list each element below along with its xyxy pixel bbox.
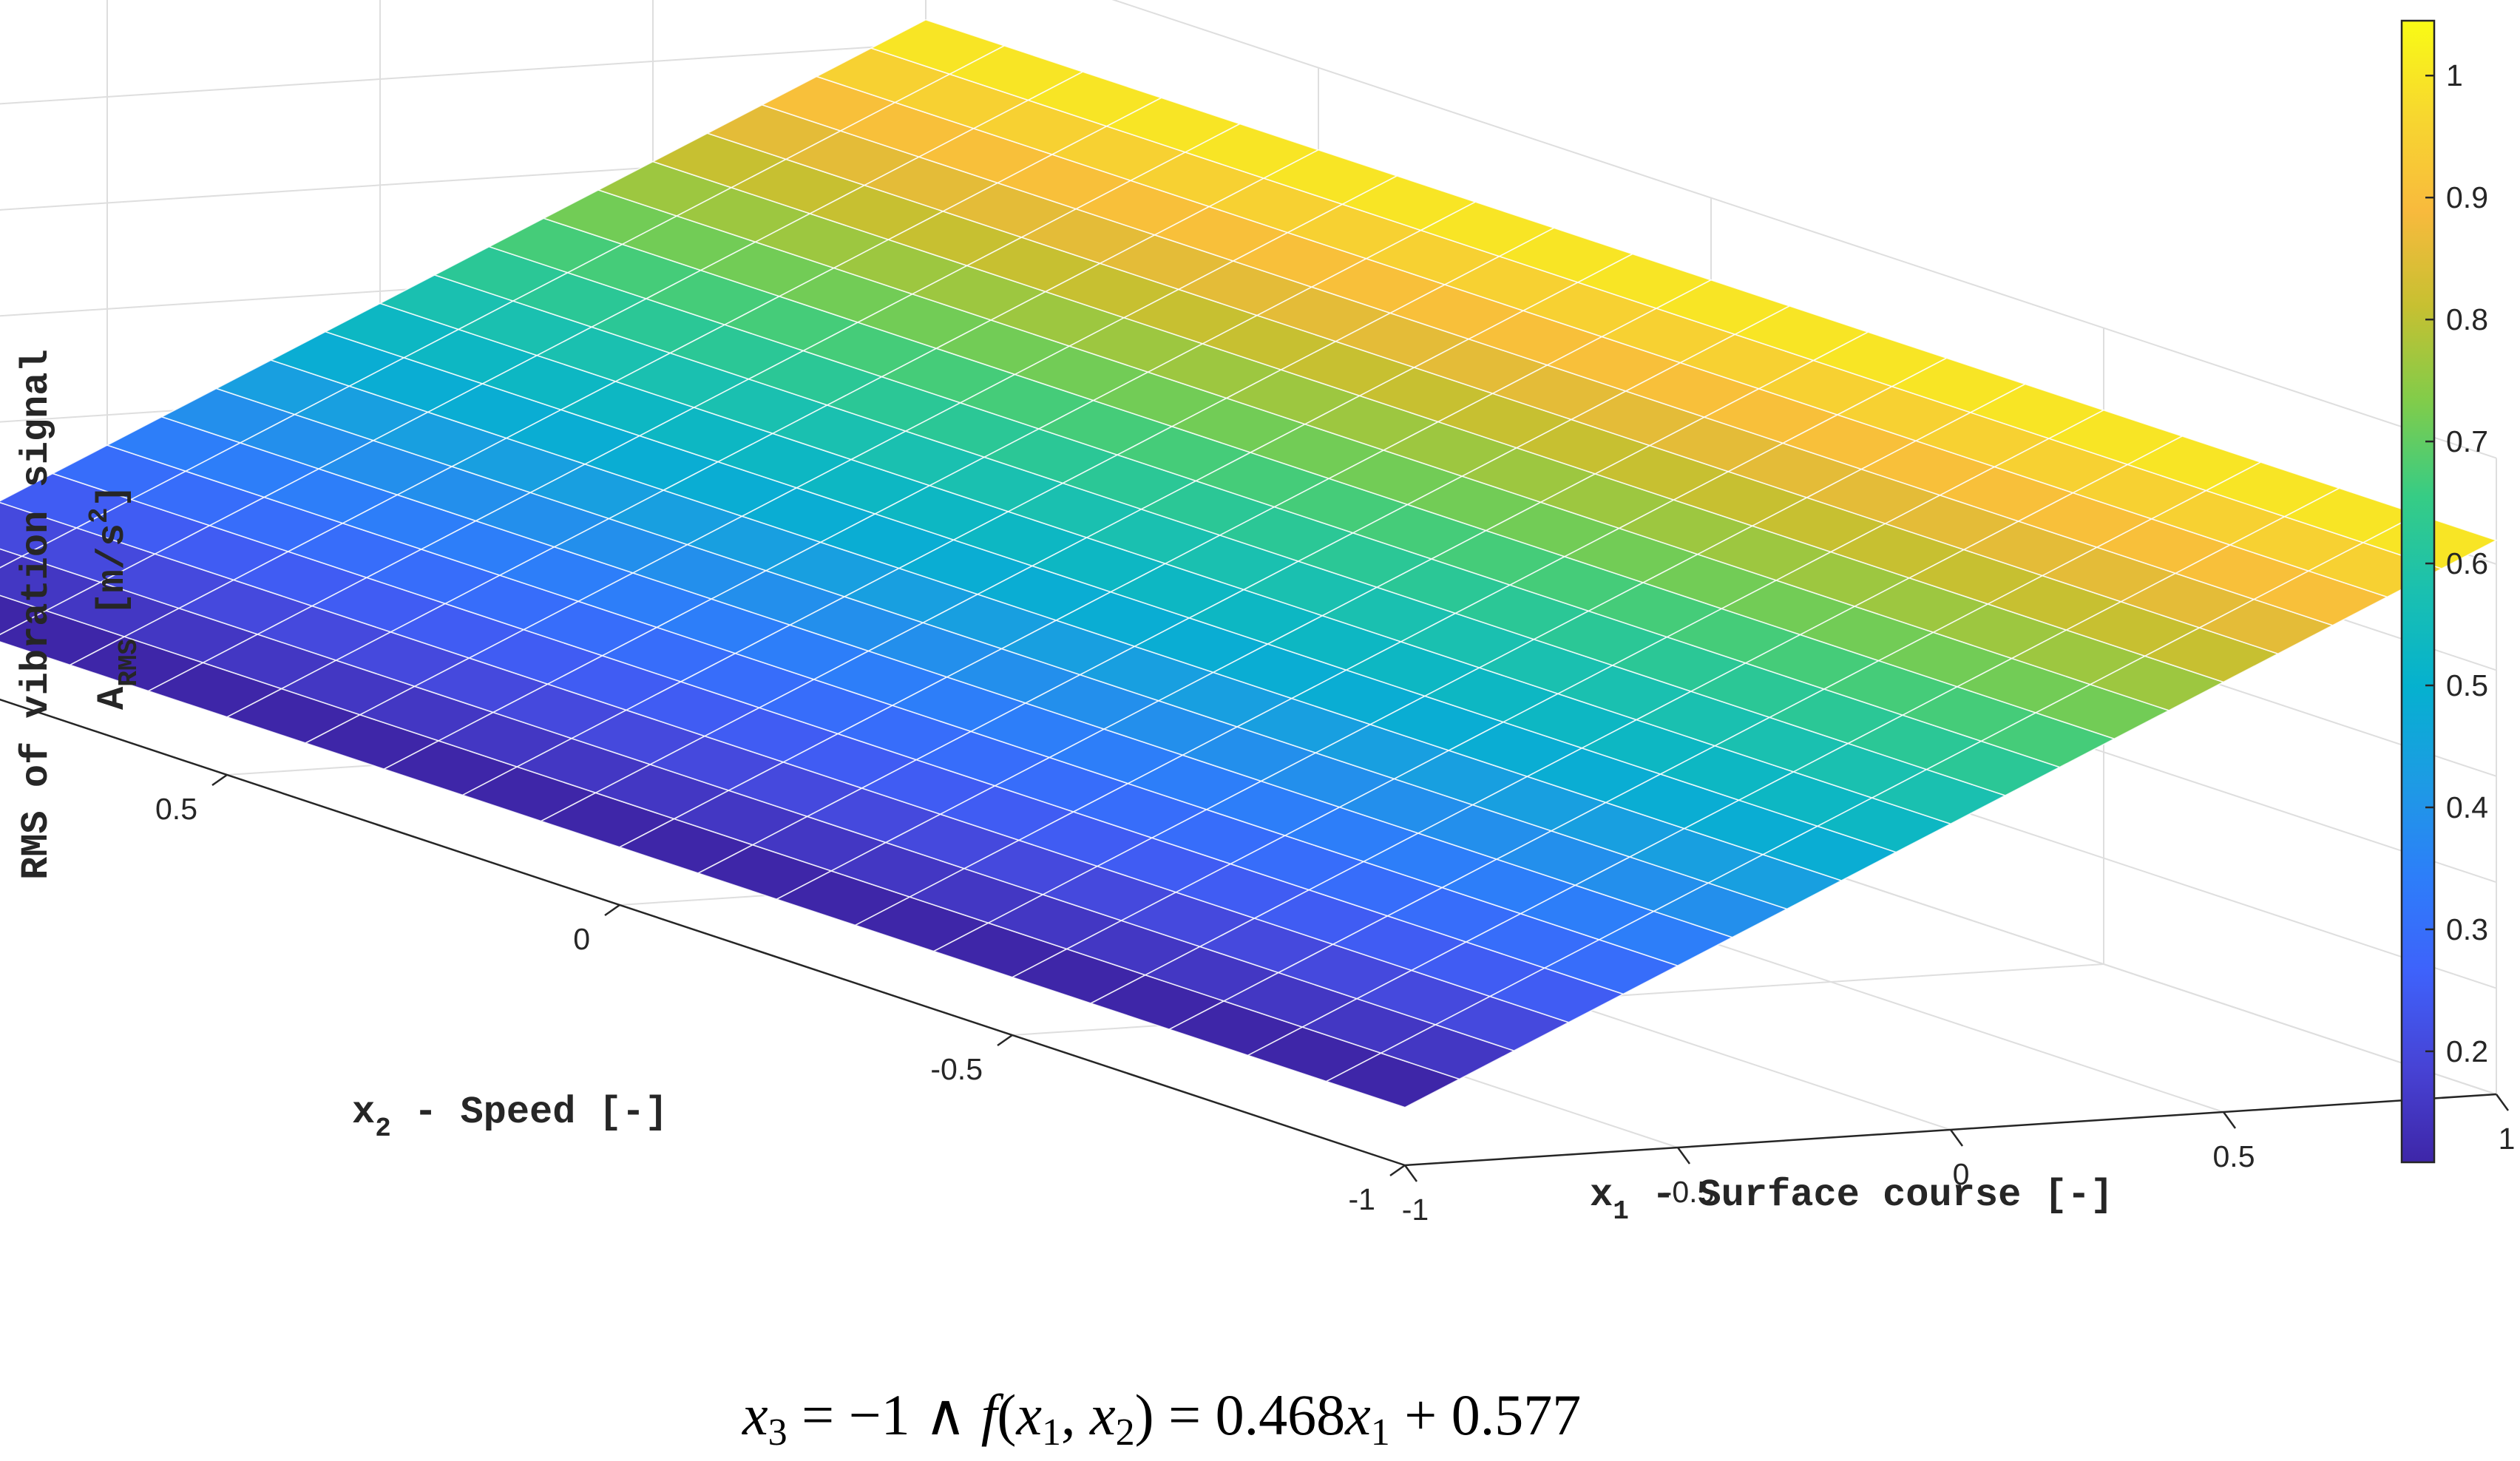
x1-tick-mark: [1403, 1165, 1418, 1182]
x1-tick-label: -0.5: [1662, 1175, 1715, 1209]
colorbar-tick-label: 0.7: [2446, 424, 2488, 458]
x1-axis-label: x1 - Surface course [-]: [1590, 1173, 2113, 1227]
x1-tick-mark: [2495, 1094, 2510, 1111]
colorbar-tick-label: 0.3: [2446, 912, 2488, 946]
x2-tick-mark: [604, 904, 620, 917]
x2-tick-mark: [1389, 1164, 1406, 1177]
x2-tick-label: -0.5: [930, 1052, 983, 1086]
surface-mesh: [0, 18, 2499, 1108]
colorbar-tick-label: 0.6: [2446, 546, 2488, 580]
caption-equation: x3 = −1 ∧ f(x1, x2) = 0.468x1 + 0.577: [742, 1383, 1581, 1454]
colorbar-tick-label: 0.8: [2446, 302, 2488, 336]
x1-tick-label: 1: [2499, 1122, 2516, 1156]
colorbar-gradient: [2400, 19, 2436, 1164]
x1-tick-label: 0.5: [2213, 1139, 2255, 1173]
colorbar: 0.2 0.3 0.4 0.5 0.6 0.7 0.8 0.9 1: [2400, 19, 2488, 1164]
colorbar-tick-label: 0.4: [2446, 790, 2488, 824]
colorbar-tick-label: 1: [2446, 58, 2463, 92]
z-axis-label-line1: RMS of vibration signal: [15, 349, 58, 880]
colorbar-tick-label: 0.9: [2446, 180, 2488, 214]
x1-tick-label: -1: [1402, 1193, 1429, 1227]
x1-tick-mark: [1676, 1147, 1691, 1165]
x2-tick-label: 0.5: [155, 792, 197, 826]
x1-tick-mark: [1949, 1129, 1964, 1147]
tick-labels: 00.20.40.60.811.2-1-0.500.51-1-0.500.51: [155, 773, 2516, 1227]
x2-tick-mark: [211, 773, 228, 787]
x1-tick-label: 0: [1953, 1157, 1970, 1191]
x2-tick-label: 0: [573, 922, 590, 956]
colorbar-tick-label: 0.5: [2446, 668, 2488, 702]
grid-line: [1111, 0, 2497, 459]
x2-tick-label: -1: [1349, 1182, 1375, 1216]
z-axis-label-line2: ARMS [m/s2]: [84, 484, 144, 710]
grid-line: [0, 0, 926, 9]
x2-axis-label: x2 - Speed [-]: [352, 1091, 668, 1144]
colorbar-tick-label: 0.2: [2446, 1034, 2488, 1068]
x1-tick-mark: [2222, 1111, 2237, 1129]
x2-tick-mark: [997, 1034, 1013, 1047]
